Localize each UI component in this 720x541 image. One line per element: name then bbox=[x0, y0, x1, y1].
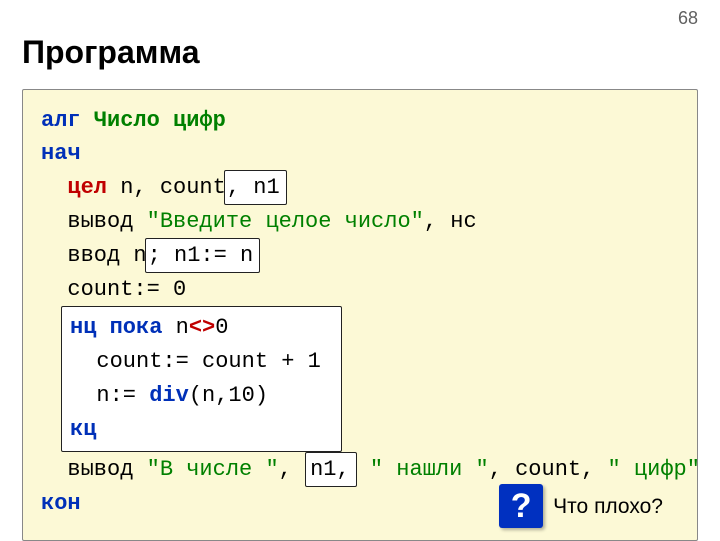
code-line: нач bbox=[41, 137, 679, 170]
keyword-endloop: кц bbox=[70, 417, 96, 442]
keyword-output: вывод bbox=[67, 209, 133, 234]
keyword-loop: нц пока bbox=[70, 315, 162, 340]
slide-title: Программа bbox=[22, 34, 698, 71]
loop-cond-left: n bbox=[162, 315, 188, 340]
code-line: нц пока n<>0 bbox=[70, 311, 321, 345]
output-after-n1: , count, bbox=[489, 457, 608, 482]
string-literal: "Введите целое число" bbox=[147, 209, 424, 234]
string-literal: " цифр" bbox=[608, 457, 700, 482]
string-literal: " нашли " bbox=[370, 457, 489, 482]
code-line: count:= count + 1 bbox=[70, 345, 321, 379]
keyword-nach: нач bbox=[41, 141, 81, 166]
loop-block: нц пока n<>0 count:= count + 1 n:= div(n… bbox=[61, 306, 342, 452]
output-tail: , нс bbox=[424, 209, 477, 234]
count-increment: count:= count + 1 bbox=[96, 349, 320, 374]
code-line: цел n, count, n1 bbox=[41, 170, 679, 205]
declare-vars: n, count bbox=[120, 175, 226, 200]
question-text: Что плохо? bbox=[553, 491, 663, 523]
slide: 68 Программа алг Число цифр нач цел n, c… bbox=[0, 0, 720, 540]
keyword-output: вывод bbox=[67, 457, 133, 482]
code-line: кц bbox=[70, 413, 321, 447]
inserted-decl: , n1 bbox=[224, 170, 287, 205]
keyword-declare: цел bbox=[67, 175, 107, 200]
code-line: вывод "В числе ", n1, " нашли ", count, … bbox=[41, 452, 679, 487]
keyword-input: ввод bbox=[67, 243, 120, 268]
program-name: Число цифр bbox=[94, 108, 226, 133]
code-line: count:= 0 bbox=[41, 273, 679, 306]
inserted-n1: n1, bbox=[305, 452, 357, 487]
string-literal: "В числе " bbox=[147, 457, 279, 482]
keyword-div: div bbox=[149, 383, 189, 408]
loop-cond-right: 0 bbox=[215, 315, 228, 340]
keyword-alg: алг bbox=[41, 108, 81, 133]
question-mark-icon: ? bbox=[499, 484, 543, 528]
question-callout: ? Что плохо? bbox=[499, 484, 663, 528]
code-line: ввод n; n1:= n bbox=[41, 238, 679, 273]
code-block: алг Число цифр нач цел n, count, n1 выво… bbox=[22, 89, 698, 541]
div-args: (n,10) bbox=[189, 383, 268, 408]
loop-operator: <> bbox=[189, 315, 215, 340]
page-number: 68 bbox=[678, 8, 698, 29]
code-line: вывод "Введите целое число", нс bbox=[41, 205, 679, 238]
n-assign: n:= bbox=[96, 383, 149, 408]
keyword-kon: кон bbox=[41, 491, 81, 516]
count-init: count:= 0 bbox=[67, 277, 186, 302]
inserted-input: ; n1:= n bbox=[145, 238, 261, 273]
code-line: n:= div(n,10) bbox=[70, 379, 321, 413]
code-line: алг Число цифр bbox=[41, 104, 679, 137]
